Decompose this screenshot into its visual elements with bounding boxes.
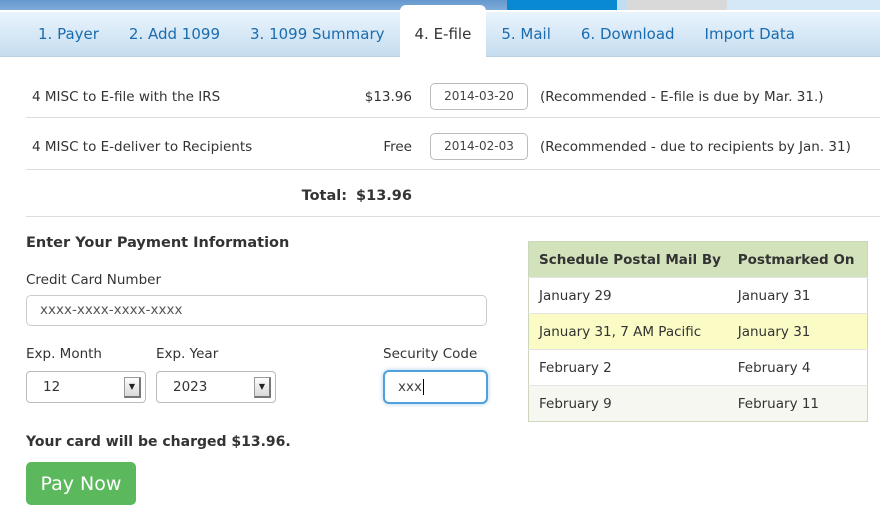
dropdown-arrow-icon[interactable]: ▼: [124, 376, 141, 398]
tab-efile[interactable]: 4. E-file: [399, 5, 487, 59]
efile-row-label: 4 MISC to E-file with the IRS: [32, 88, 221, 105]
header-strip-segment: [507, 0, 617, 10]
security-code-input[interactable]: xxx: [383, 370, 488, 404]
tab-download[interactable]: 6. Download: [580, 25, 675, 43]
header-strip-segment: [627, 0, 727, 10]
mail-by-cell: January 31, 7 AM Pacific: [528, 313, 728, 350]
table-row-highlighted: January 31, 7 AM Pacific January 31: [528, 313, 868, 350]
efile-row: 4 MISC to E-deliver to Recipients Free 2…: [26, 118, 880, 170]
exp-month-select[interactable]: 12 ▼: [26, 371, 146, 403]
edeliver-date-input[interactable]: 2014-02-03: [430, 133, 528, 160]
column-header-mail-by: Schedule Postal Mail By: [528, 241, 728, 278]
payment-section: Enter Your Payment Information Credit Ca…: [26, 235, 488, 505]
tab-payer[interactable]: 1. Payer: [38, 25, 99, 43]
postmarked-cell: February 11: [727, 385, 868, 422]
mail-by-cell: February 9: [528, 385, 728, 422]
text-caret: [422, 379, 424, 395]
efile-row-note: (Recommended - E-file is due by Mar. 31.…: [540, 88, 824, 105]
header-strip-segment: [0, 0, 507, 10]
pay-now-button[interactable]: Pay Now: [26, 462, 136, 505]
credit-card-label: Credit Card Number: [26, 272, 161, 288]
total-label: Total:: [301, 188, 348, 204]
header-strip-segment: [727, 0, 880, 10]
postmarked-cell: February 4: [727, 349, 868, 386]
dropdown-arrow-icon[interactable]: ▼: [254, 376, 271, 398]
postal-schedule-table: Schedule Postal Mail By Postmarked On Ja…: [528, 241, 868, 422]
mail-by-cell: February 2: [528, 349, 728, 386]
table-row: February 2 February 4: [528, 349, 868, 386]
payment-heading: Enter Your Payment Information: [26, 235, 290, 251]
exp-month-label: Exp. Month: [26, 346, 102, 362]
tab-mail[interactable]: 5. Mail: [501, 25, 551, 43]
security-code-value: xxx: [398, 379, 422, 395]
tab-add-1099[interactable]: 2. Add 1099: [128, 25, 220, 43]
efile-summary: 4 MISC to E-file with the IRS $13.96 201…: [0, 58, 880, 217]
header-banner-strip: [0, 0, 880, 10]
tab-bar: 1. Payer 2. Add 1099 3. 1099 Summary 4. …: [0, 5, 880, 59]
column-header-postmarked: Postmarked On: [727, 241, 868, 278]
exp-year-value: 2023: [173, 379, 208, 395]
exp-year-select[interactable]: 2023 ▼: [156, 371, 276, 403]
efile-row: 4 MISC to E-file with the IRS $13.96 201…: [26, 58, 880, 118]
table-row: February 9 February 11: [528, 385, 868, 422]
efile-row-amount: $13.96: [364, 88, 412, 105]
header-strip-segment: [617, 0, 627, 10]
charge-note: Your card will be charged $13.96.: [26, 434, 291, 450]
total-row: Total: $13.96: [26, 170, 880, 217]
total-value: $13.96: [356, 188, 412, 204]
efile-row-note: (Recommended - due to recipients by Jan.…: [540, 138, 851, 155]
credit-card-input[interactable]: xxxx-xxxx-xxxx-xxxx: [26, 295, 487, 326]
mail-by-cell: January 29: [528, 277, 728, 314]
postmarked-cell: January 31: [727, 313, 868, 350]
exp-year-label: Exp. Year: [156, 346, 219, 362]
exp-month-value: 12: [43, 379, 61, 395]
security-code-label: Security Code: [383, 346, 478, 362]
efile-row-amount: Free: [383, 138, 412, 155]
tab-import-data[interactable]: Import Data: [704, 25, 795, 43]
table-row: January 29 January 31: [528, 277, 868, 314]
table-header-row: Schedule Postal Mail By Postmarked On: [528, 241, 868, 278]
postmarked-cell: January 31: [727, 277, 868, 314]
efile-row-label: 4 MISC to E-deliver to Recipients: [32, 138, 253, 155]
efile-date-input[interactable]: 2014-03-20: [430, 83, 528, 110]
tab-1099-summary[interactable]: 3. 1099 Summary: [249, 25, 385, 43]
